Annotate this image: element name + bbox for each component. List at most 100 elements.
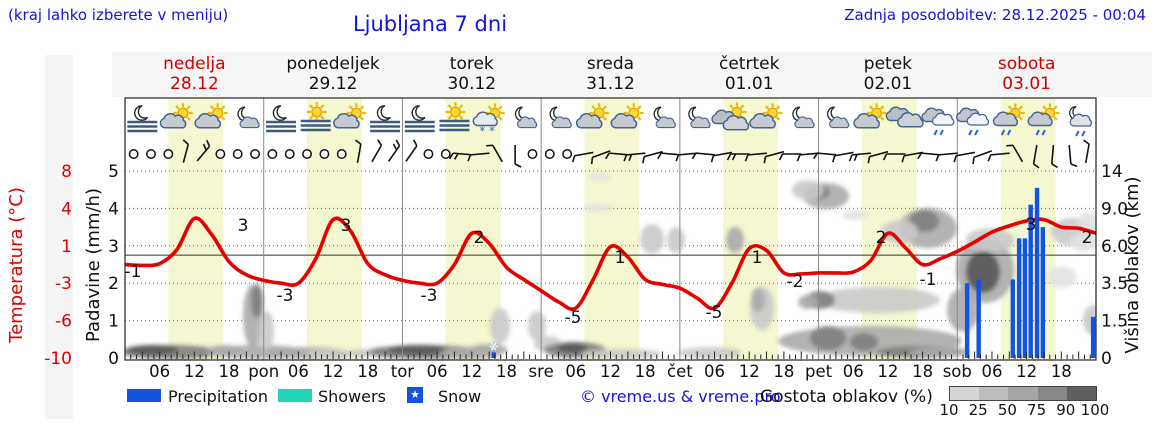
svg-text:06: 06: [704, 362, 725, 381]
snow-swatch: ★: [407, 387, 423, 403]
day-date: 02.01: [863, 74, 913, 94]
svg-text:-6: -6: [55, 312, 72, 332]
wind-barb-icon: [182, 139, 190, 163]
weather-icon-sun-cloud: [194, 103, 228, 129]
day-headers: nedelja 28.12 ponedeljek 29.12 torek 30.12 sre…: [0, 54, 1152, 98]
wind-barb-icon: [867, 150, 889, 164]
gradient-segment: [1008, 387, 1038, 400]
weather-icon-row: * *: [127, 102, 1093, 138]
weather-icon-sun-fog: [300, 102, 331, 132]
svg-text:-3: -3: [55, 274, 72, 294]
weather-icon-cloud-rain: [921, 107, 955, 136]
wind-calm-icon: [128, 149, 139, 159]
cloud-density-gradient: [949, 386, 1097, 401]
wind-barb-icon: [778, 153, 802, 161]
wind-barb-icon: [744, 152, 767, 162]
wind-barb-icon: [917, 152, 941, 160]
wind-calm-icon: [215, 149, 226, 159]
wind-barb-icon: [405, 139, 418, 162]
wind-barb-icon: [796, 152, 819, 162]
svg-text:3: 3: [108, 237, 119, 257]
svg-text:8: 8: [61, 162, 72, 182]
wind-barb-icon: [590, 150, 611, 165]
wind-calm-icon: [319, 149, 330, 159]
weather-icon-sun-cloud: [333, 103, 367, 129]
wind-calm-icon: [284, 149, 295, 159]
svg-text:-3: -3: [277, 286, 294, 306]
svg-text:-5: -5: [565, 308, 582, 328]
wind-barb-icon: [972, 150, 993, 165]
wind-calm-icon: [267, 149, 278, 159]
day-name: četrtek: [718, 54, 780, 74]
wind-barb-icon: [486, 144, 503, 163]
snow-label: Snow: [438, 387, 482, 406]
copyright-link[interactable]: © vreme.us & vreme.pro: [580, 387, 781, 406]
wind-calm-icon: [146, 149, 156, 159]
weather-icon-moon-cloud: [688, 106, 711, 129]
wind-barb-icon: [571, 151, 594, 163]
svg-text:12: 12: [739, 362, 760, 381]
day-name: sobota: [997, 54, 1056, 74]
wind-barb-icon: [1050, 144, 1058, 169]
wind-barb-icon: [901, 151, 923, 163]
wind-barb-icon: [657, 152, 681, 160]
day-header-četrtek: četrtek 01.01: [689, 54, 809, 94]
weather-icon-moon-fog: [404, 105, 435, 133]
weather-icon-moon-cloud: [826, 106, 850, 129]
svg-text:3: 3: [1026, 215, 1037, 235]
weather-icon-sun-cloud: [853, 103, 887, 129]
cloud-height-axis-ticks: 14 9.0 6.0 3.5 1.5 0: [1101, 162, 1128, 369]
weather-icon-moon-cloud-rain: [1069, 105, 1093, 137]
temperature-axis-ticks: 8 4 1 -3 -6 -10: [44, 162, 72, 369]
svg-text:tor: tor: [391, 362, 415, 381]
svg-text:12: 12: [461, 362, 482, 381]
wind-barb-icon: [1083, 139, 1090, 164]
svg-text:* *: * *: [479, 124, 495, 138]
wind-barb-icon: [763, 150, 785, 164]
svg-text:5: 5: [108, 162, 119, 182]
wind-barb-icon: [935, 152, 958, 162]
svg-text:06: 06: [288, 362, 309, 381]
gradient-label: 100: [1080, 401, 1110, 419]
svg-text:12: 12: [1016, 362, 1037, 381]
wind-barb-icon: [710, 151, 733, 163]
svg-text:1: 1: [61, 237, 72, 257]
wind-barb-icon: [371, 139, 383, 163]
left-margin-strip: [45, 55, 73, 419]
weather-icon-cloud-rain: [956, 107, 989, 136]
wind-barb-icon: [387, 139, 401, 162]
svg-text:4: 4: [61, 199, 72, 219]
svg-text:3.5: 3.5: [1101, 274, 1128, 294]
svg-text:06: 06: [427, 362, 448, 381]
cloud-height-axis-title: Višina oblakov (km): [1122, 176, 1143, 353]
svg-text:2: 2: [876, 228, 887, 248]
weather-icon-clouds: [885, 106, 924, 128]
day-header-nedelja: nedelja 28.12: [134, 54, 254, 94]
svg-text:1: 1: [108, 312, 119, 332]
day-date: 31.12: [586, 74, 635, 94]
wind-calm-icon: [163, 149, 174, 159]
weather-icon-moon-cloud: [514, 106, 538, 129]
wind-barb-icon: [953, 151, 975, 163]
wind-barb-icon: [448, 152, 473, 160]
day-separators: [263, 98, 958, 360]
wind-calm-icon: [232, 149, 243, 159]
svg-text:3: 3: [238, 216, 249, 236]
weather-icon-sun-cloud-rain: [1027, 103, 1060, 136]
precipitation-bars: [489, 187, 1096, 358]
svg-text:4: 4: [108, 199, 119, 219]
temperature-curve: [125, 216, 1096, 311]
wind-barb-icon: [605, 152, 629, 160]
weather-icon-sun-cloud-rain: [992, 103, 1025, 136]
day-date: 30.12: [447, 74, 497, 94]
day-name: ponedeljek: [286, 54, 380, 74]
menu-hint: (kraj lahko izberete v meniju): [8, 6, 229, 24]
day-header-sobota: sobota 03.01: [967, 54, 1087, 94]
wind-symbol-row: [128, 139, 1090, 169]
wind-calm-icon: [336, 149, 347, 159]
precipitation-axis-title: Padavine (mm/h): [83, 188, 104, 342]
svg-text:-1: -1: [125, 262, 142, 282]
day-name: nedelja: [163, 54, 226, 74]
